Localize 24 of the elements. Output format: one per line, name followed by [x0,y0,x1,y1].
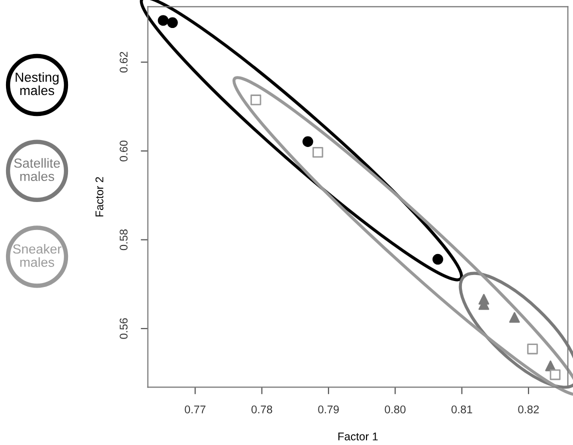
text: Nesting males [16,72,59,96]
y-axis-title: Factor 2 [95,177,104,216]
x-tick-label: 0.80 [384,406,406,414]
x-tick-label: 0.81 [451,406,472,414]
point [550,369,561,380]
point [302,136,314,147]
y-tick-label: 0.60 [120,140,128,162]
point [167,17,178,28]
text: Sneaker males [13,244,62,267]
y-tick-label: 0.62 [120,52,128,73]
x-tick-label: 0.79 [318,406,339,414]
y-tick-label: 0.58 [120,229,128,250]
point [250,94,262,106]
point [432,254,444,265]
point [312,146,324,158]
x-tick-label: 0.82 [518,406,539,414]
x-axis-title: Factor 1 [338,432,378,440]
x-tick-label: 0.77 [184,406,206,414]
point [158,15,169,26]
y-tick-label: 0.56 [120,318,128,339]
text: Satellite males [14,158,60,182]
point [527,344,538,354]
x-tick-label: 0.78 [251,406,272,414]
point [509,312,520,323]
